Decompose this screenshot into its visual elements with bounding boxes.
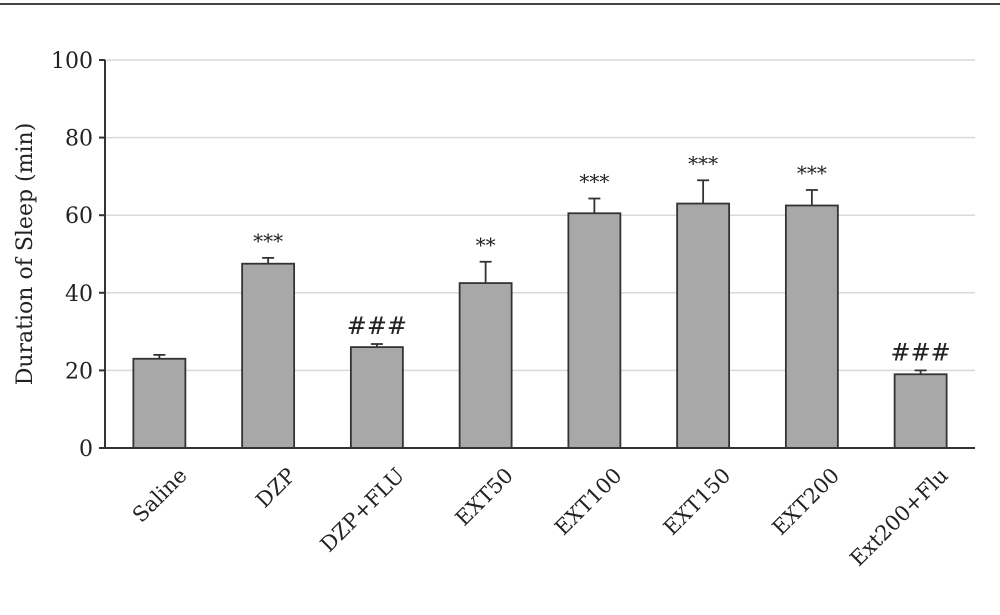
bar-ext100 — [567, 212, 622, 449]
bar-saline — [132, 357, 187, 449]
category-label: EXT200 — [768, 463, 845, 540]
y-tick-label: 40 — [65, 282, 93, 307]
bar-dzp — [241, 262, 296, 449]
y-axis-title: Duration of Sleep (min) — [13, 123, 38, 386]
y-tick-label: 20 — [65, 359, 93, 384]
category-label: Ext200+Flu — [845, 463, 953, 571]
significance-label: ### — [890, 338, 950, 366]
category-label: EXT50 — [451, 463, 518, 530]
gridlines — [105, 59, 975, 372]
category-label: DZP+FLU — [316, 463, 410, 557]
significance-label: ** — [476, 233, 496, 257]
significance-label: ### — [347, 312, 407, 340]
significance-label: *** — [579, 170, 609, 194]
category-label: EXT150 — [659, 463, 736, 540]
y-tick-label: 60 — [65, 204, 93, 229]
bar-ext200 — [784, 204, 839, 449]
y-tick-label: 80 — [65, 127, 93, 152]
category-label: Saline — [128, 463, 192, 527]
bar-ext150 — [676, 202, 731, 449]
category-label: EXT100 — [550, 463, 627, 540]
significance-label: *** — [797, 161, 827, 185]
category-label: DZP — [251, 463, 300, 512]
y-tick-label: 100 — [51, 49, 93, 74]
bar-ext200-flu — [893, 373, 948, 449]
y-tick-label: 0 — [79, 437, 93, 462]
bars — [132, 179, 948, 449]
axes — [99, 59, 975, 449]
significance-label: *** — [253, 229, 283, 253]
bar-dzp-flu — [349, 346, 404, 449]
bar-ext50 — [458, 282, 513, 449]
significance-label: *** — [688, 151, 718, 175]
